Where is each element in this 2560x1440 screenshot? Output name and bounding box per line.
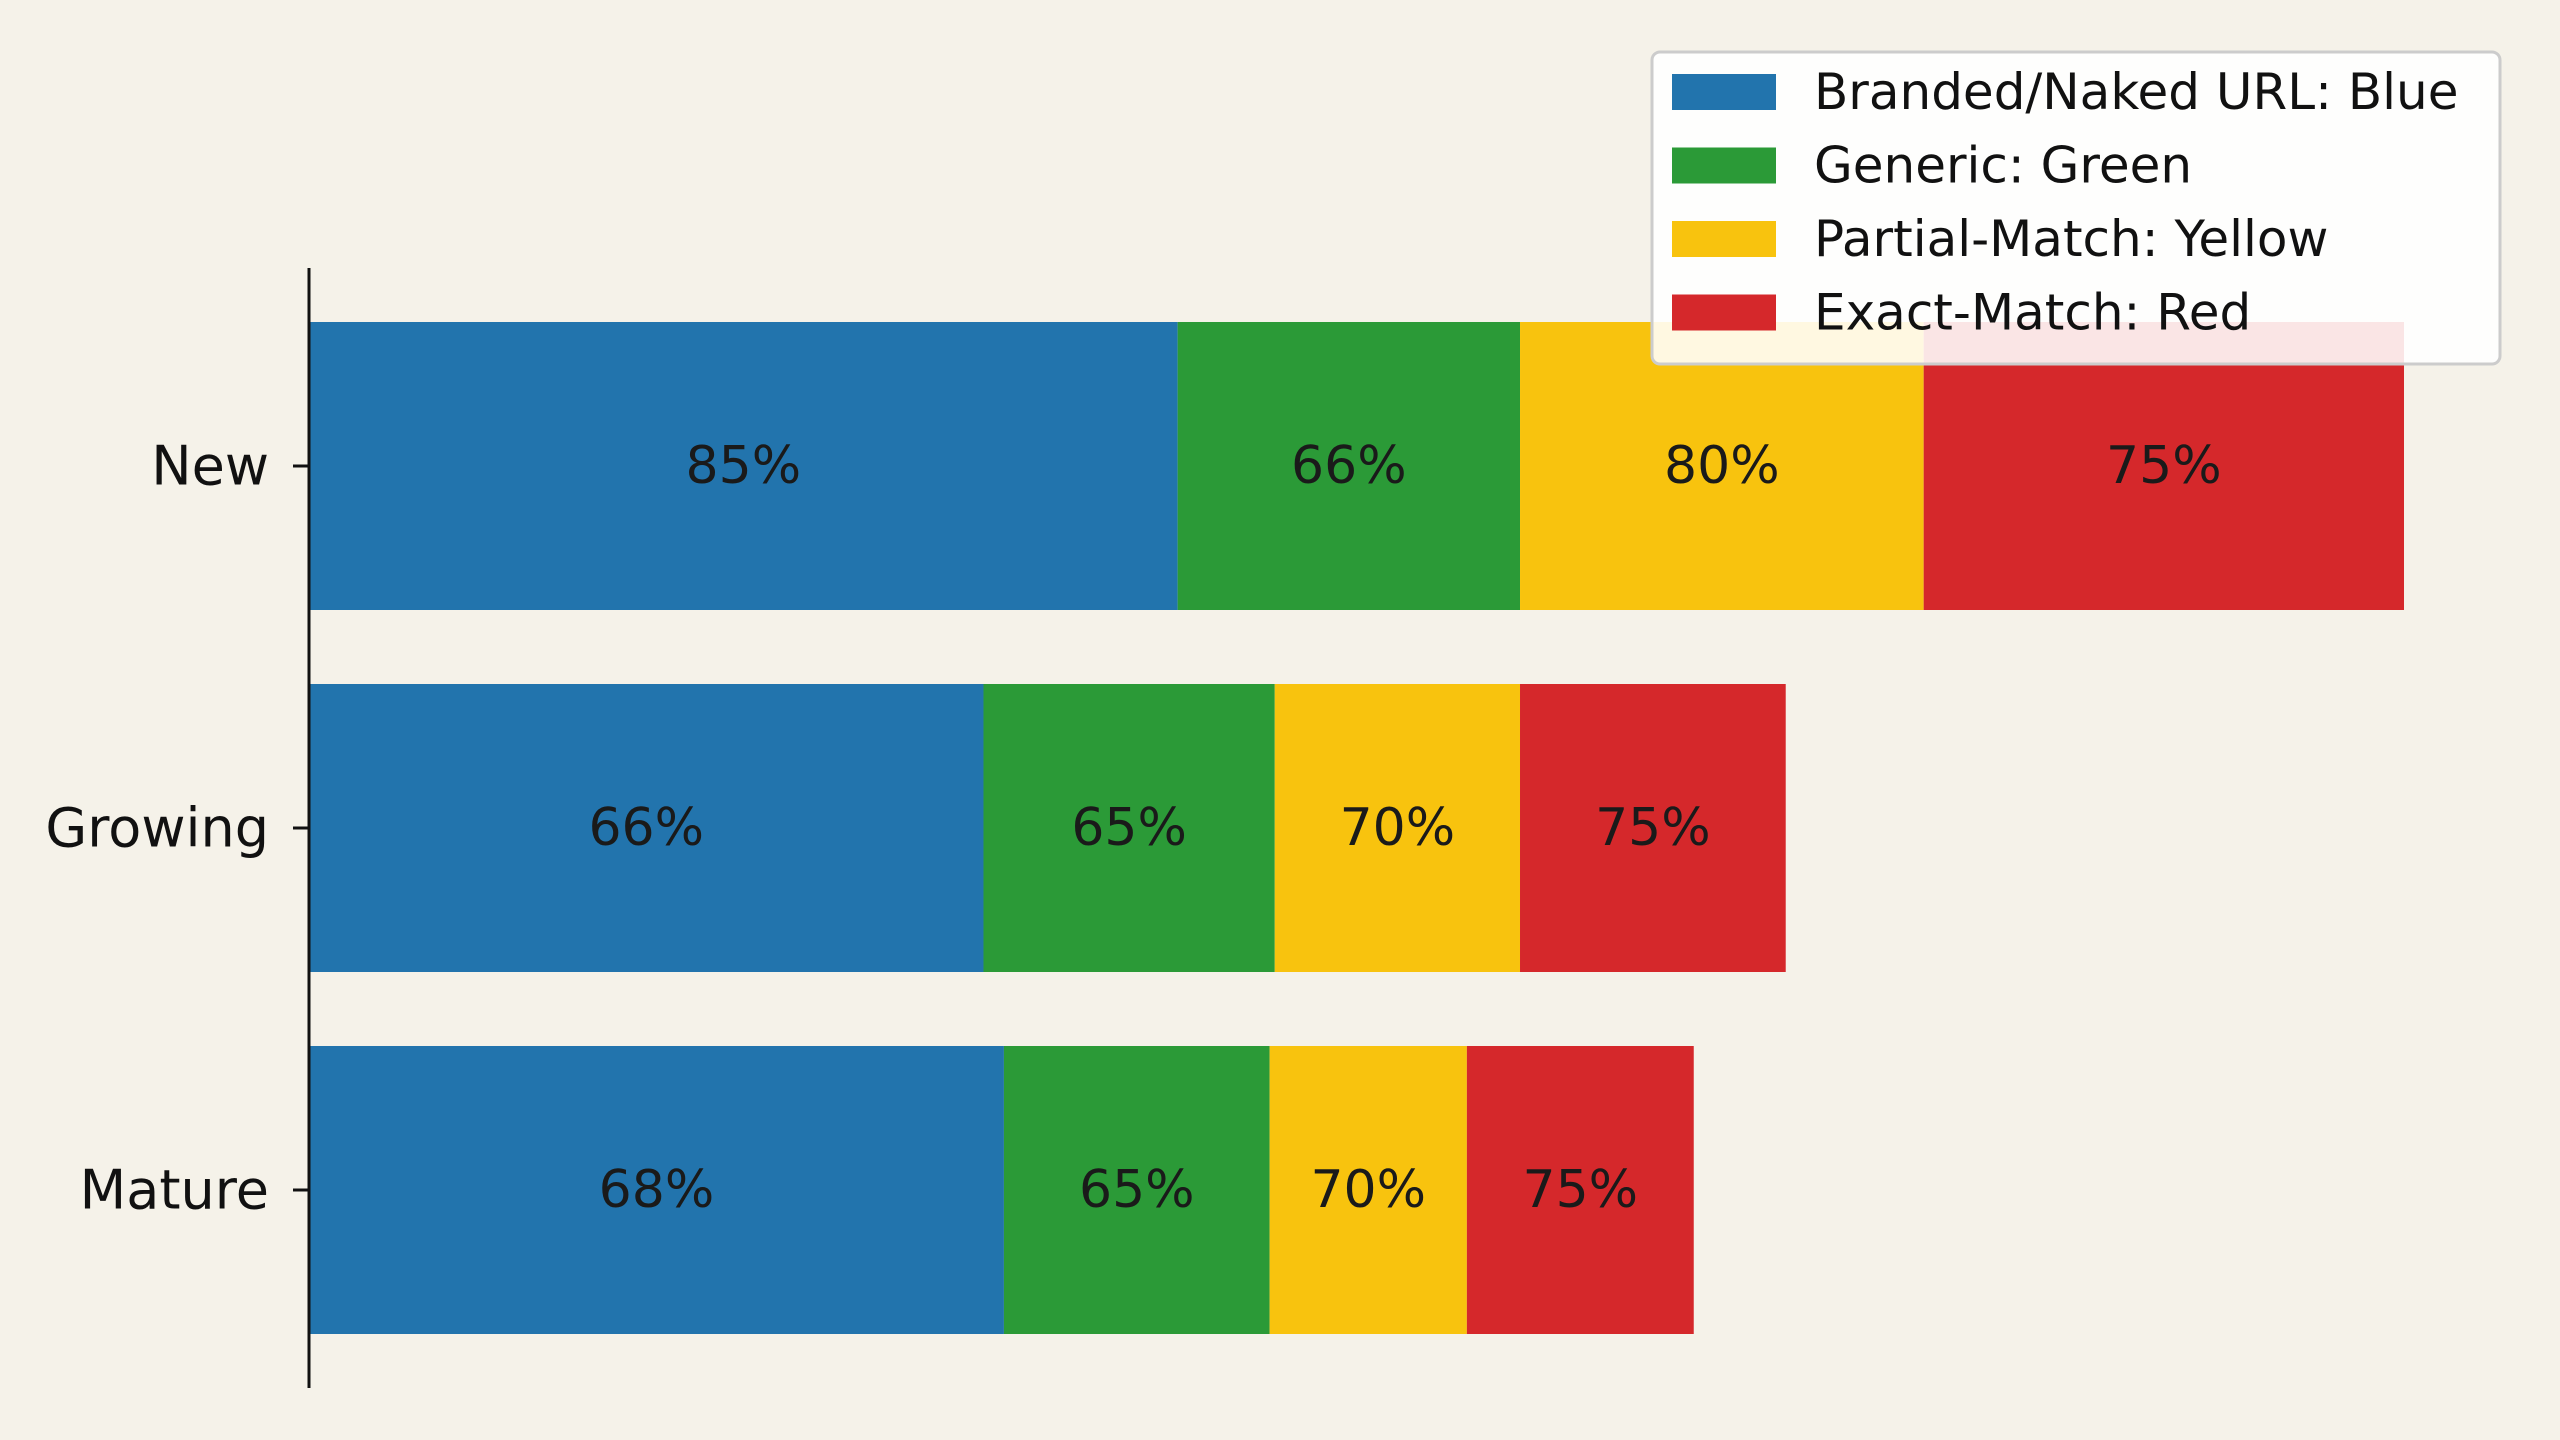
data-label-1-2: 70% xyxy=(1340,798,1456,858)
legend: Branded/Naked URL: Blue Generic: Green Par… xyxy=(1650,50,2502,366)
y-axis: New Growing Mature xyxy=(45,268,311,1388)
bar-segment-1-1 xyxy=(983,684,1275,972)
bar-segment-1-0 xyxy=(309,684,984,972)
bar-segment-1-3 xyxy=(1520,684,1786,972)
bar-segment-0-0 xyxy=(309,322,1178,610)
bar-segment-0-3 xyxy=(1923,322,2404,610)
legend-swatch-2 xyxy=(1672,221,1776,257)
data-label-2-1: 65% xyxy=(1079,1160,1195,1220)
bar-segment-2-3 xyxy=(1466,1046,1694,1334)
legend-swatch-1 xyxy=(1672,147,1776,184)
legend-label-2: Partial-Match: Yellow xyxy=(1814,210,2328,268)
data-label-1-1: 65% xyxy=(1071,798,1187,858)
y-tick-label-0: New xyxy=(151,435,269,498)
bar-segment-0-2 xyxy=(1520,322,1924,610)
bar-segment-0-1 xyxy=(1177,322,1521,610)
bars-layer: 85% 66% 80% 75% 66% 65% 70% 75% 68% 65% 70% 75% xyxy=(309,322,2404,1334)
legend-box xyxy=(1650,50,2502,366)
bar-segment-2-1 xyxy=(1003,1046,1270,1334)
data-label-0-1: 66% xyxy=(1291,436,1407,496)
data-label-1-3: 75% xyxy=(1595,798,1711,858)
data-label-0-0: 85% xyxy=(686,436,802,496)
legend-label-1: Generic: Green xyxy=(1814,137,2192,195)
data-label-0-2: 80% xyxy=(1664,436,1780,496)
data-label-2-2: 70% xyxy=(1310,1160,1426,1220)
bar-segment-1-2 xyxy=(1274,684,1521,972)
bar-segment-2-0 xyxy=(309,1046,1004,1334)
data-label-1-0: 66% xyxy=(588,798,704,858)
data-label-2-3: 75% xyxy=(1523,1160,1639,1220)
legend-label-3: Exact-Match: Red xyxy=(1814,284,2251,342)
data-label-2-0: 68% xyxy=(599,1160,715,1220)
legend-swatch-0 xyxy=(1672,74,1776,110)
bar-segment-2-2 xyxy=(1269,1046,1467,1334)
legend-swatch-3 xyxy=(1672,294,1776,331)
y-tick-label-2: Mature xyxy=(80,1159,269,1222)
data-label-0-3: 75% xyxy=(2106,436,2222,496)
legend-label-0: Branded/Naked URL: Blue xyxy=(1814,63,2458,121)
y-tick-label-1: Growing xyxy=(45,797,269,860)
